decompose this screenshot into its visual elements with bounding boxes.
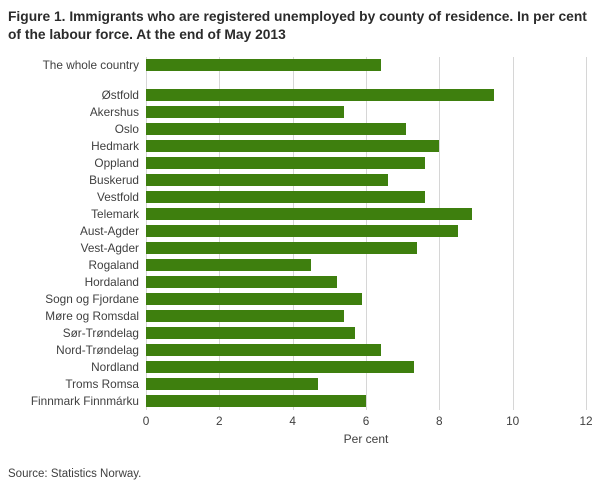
category-label: Hordaland — [84, 274, 139, 289]
bar-chart: The whole country Østfold Akershus Oslo Hedm… — [8, 56, 600, 410]
bar — [146, 259, 311, 272]
bar — [146, 89, 495, 102]
chart-row — [146, 121, 586, 138]
x-tick-label: 6 — [362, 413, 370, 428]
category-label: Hedmark — [91, 138, 139, 153]
gridline — [586, 56, 587, 410]
category-label: The whole country — [42, 57, 139, 72]
chart-row — [146, 104, 586, 121]
category-label: Vestfold — [97, 189, 139, 204]
source-note: Source: Statistics Norway. — [8, 467, 142, 480]
category-label: Nordland — [91, 359, 139, 374]
y-axis-labels: The whole country Østfold Akershus Oslo Hedm… — [8, 57, 146, 410]
category-label: Østfold — [101, 87, 139, 102]
chart-row — [146, 308, 586, 325]
gridline — [512, 56, 514, 410]
chart-row — [146, 393, 586, 410]
chart-row — [146, 257, 586, 274]
category-label: Nord-Trøndelag — [56, 342, 139, 357]
chart-row — [146, 172, 586, 189]
chart-row — [146, 325, 586, 342]
bar — [146, 140, 440, 153]
chart-row — [146, 376, 586, 393]
chart-row — [146, 57, 586, 74]
bar — [146, 276, 337, 289]
x-axis-label: Per cent — [343, 431, 389, 446]
x-tick-label: 10 — [506, 413, 520, 428]
category-label: Finnmark Finnmárku — [30, 393, 139, 408]
x-tick-label: 2 — [216, 413, 223, 428]
x-tick-label: 12 — [579, 413, 593, 428]
bar — [146, 242, 418, 255]
bar — [146, 191, 425, 204]
category-label: Sør-Trøndelag — [62, 325, 139, 340]
bar — [146, 157, 425, 170]
bar — [146, 59, 381, 72]
chart-row — [146, 240, 586, 257]
category-label: Sogn og Fjordane — [45, 291, 139, 306]
bar — [146, 174, 388, 187]
category-label: Rogaland — [88, 257, 139, 272]
bar — [146, 225, 458, 238]
category-label: Oslo — [114, 121, 139, 136]
x-axis-label-wrap: Per cent — [146, 430, 586, 448]
bar — [146, 293, 363, 306]
bar — [146, 327, 355, 340]
bar — [146, 344, 381, 357]
chart-row — [146, 189, 586, 206]
chart-title: Figure 1. Immigrants who are registered … — [8, 9, 587, 42]
category-label: Troms Romsa — [65, 376, 139, 391]
bar — [146, 106, 344, 119]
category-label: Møre og Romsdal — [45, 308, 139, 323]
x-tick-label: 0 — [142, 413, 150, 428]
chart-row — [146, 223, 586, 240]
bar — [146, 361, 414, 374]
x-tick-label: 8 — [436, 413, 443, 428]
bar — [146, 310, 344, 323]
chart-row — [146, 274, 586, 291]
bar — [146, 123, 407, 136]
bar — [146, 378, 319, 391]
category-label: Aust-Agder — [79, 223, 139, 238]
category-label: Vest-Agder — [80, 240, 139, 255]
chart-row — [146, 342, 586, 359]
chart-row — [146, 155, 586, 172]
chart-row — [146, 359, 586, 376]
chart-row — [146, 291, 586, 308]
bar — [146, 208, 473, 221]
plot-area — [146, 56, 587, 410]
x-axis: 0 2 4 6 8 10 12 — [142, 410, 593, 428]
bar — [146, 395, 366, 408]
chart-row — [146, 206, 586, 223]
x-tick-label: 4 — [289, 413, 296, 428]
figure-container: Figure 1. Immigrants who are registered … — [8, 9, 600, 448]
chart-row — [146, 138, 586, 155]
chart-rows — [146, 57, 586, 410]
category-label: Buskerud — [89, 172, 139, 187]
category-label: Akershus — [89, 104, 139, 119]
category-label: Oppland — [94, 155, 139, 170]
category-label: Telemark — [91, 206, 139, 221]
chart-row — [146, 87, 586, 104]
